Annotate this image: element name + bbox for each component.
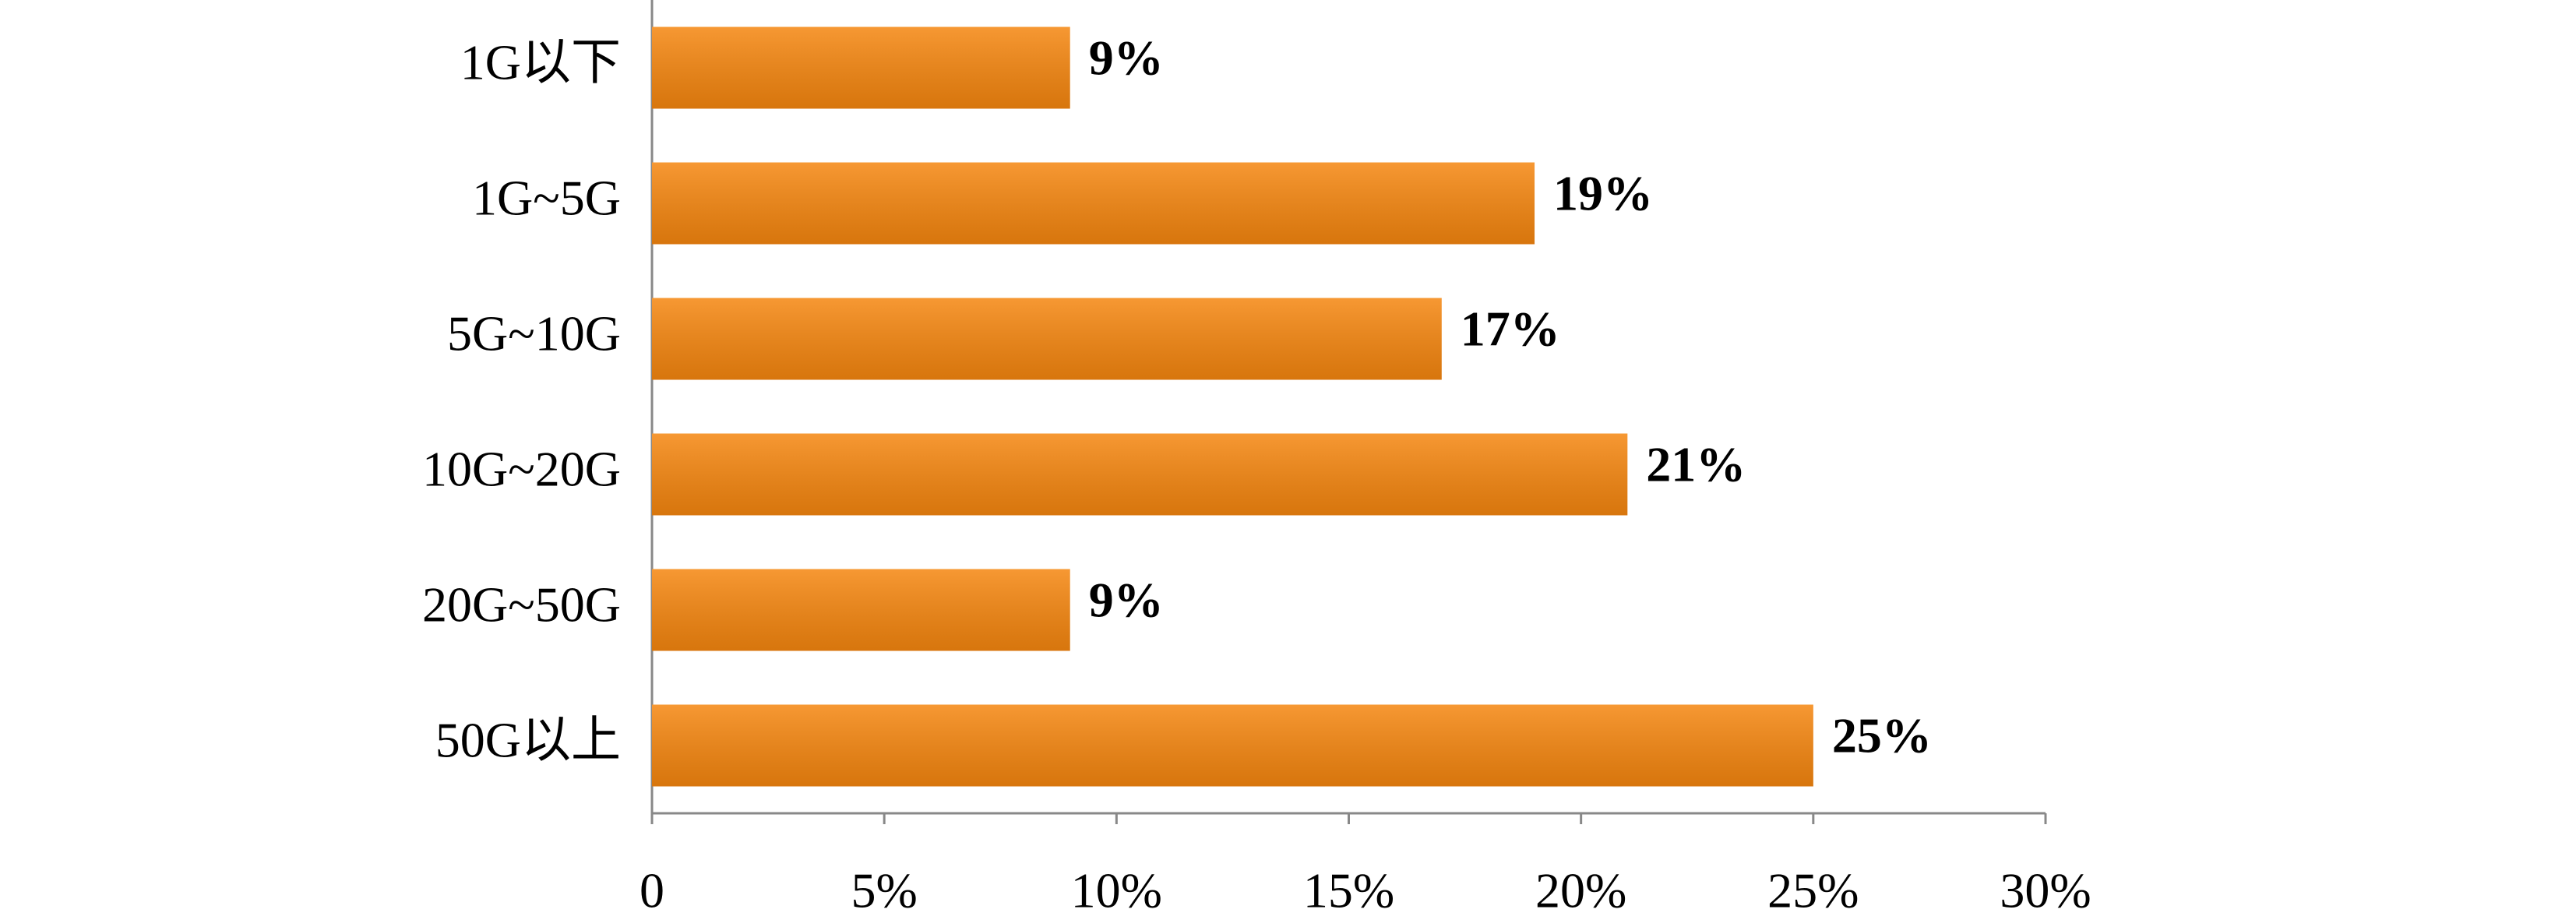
x-tick-label: 0 (640, 863, 664, 918)
x-tick-label: 20% (1535, 863, 1626, 918)
y-tick-label: 5G~10G (447, 306, 621, 361)
y-tick-label: 10G~20G (422, 442, 621, 497)
y-tick-label: 50G以上 (435, 713, 621, 768)
value-label: 9% (1089, 573, 1164, 628)
bar-shade (652, 569, 1070, 651)
value-label: 17% (1461, 301, 1560, 357)
value-label: 21% (1646, 437, 1746, 492)
bar-shade (652, 704, 1813, 787)
bar-shade (652, 26, 1070, 109)
x-tick-label: 25% (1767, 863, 1859, 918)
bar-shade (652, 298, 1442, 380)
bar-shade (652, 433, 1628, 516)
bar-shade (652, 162, 1535, 245)
y-tick-label: 1G以下 (460, 35, 621, 90)
x-tick-label: 15% (1303, 863, 1394, 918)
y-tick-label: 20G~50G (422, 577, 621, 633)
y-tick-label: 1G~5G (472, 171, 621, 226)
x-tick-label: 5% (851, 863, 918, 918)
value-label: 25% (1832, 708, 1932, 763)
x-tick-label: 10% (1071, 863, 1162, 918)
value-label: 19% (1553, 166, 1653, 221)
value-label: 9% (1089, 30, 1164, 86)
x-tick-label: 30% (2000, 863, 2091, 918)
